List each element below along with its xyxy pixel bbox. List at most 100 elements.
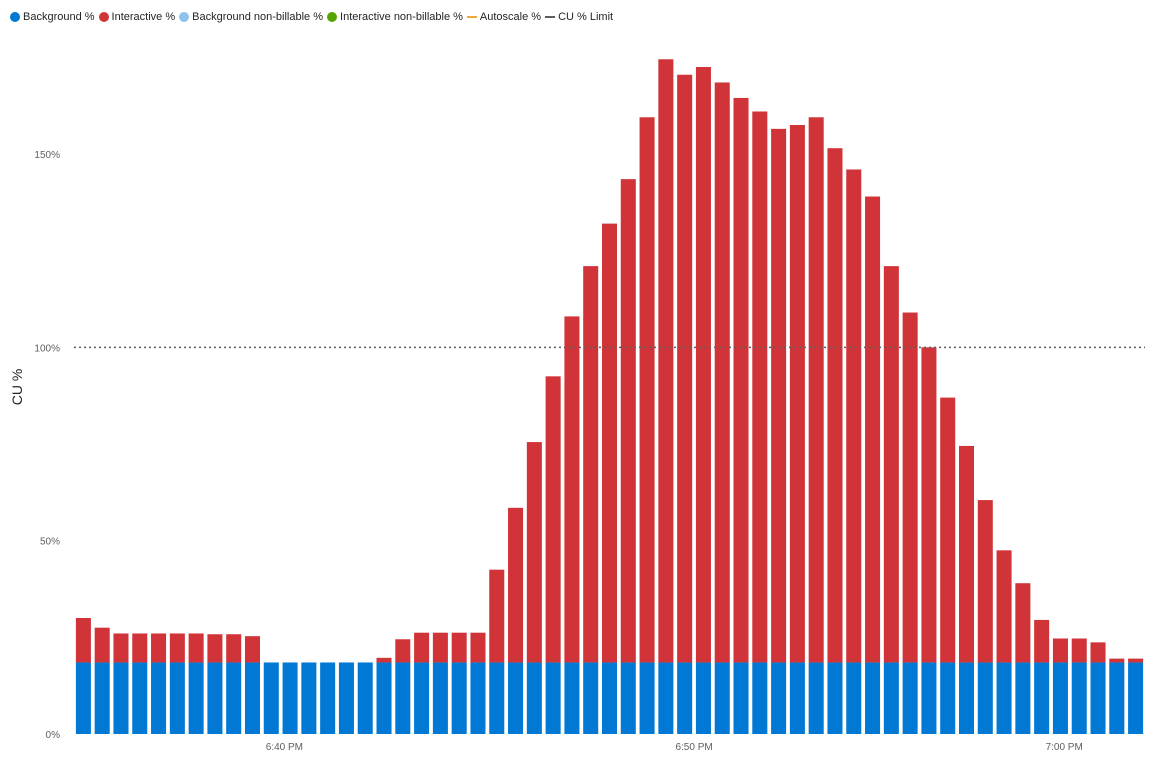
bar-interactive	[526, 442, 542, 663]
bar-background	[601, 662, 618, 734]
bar-interactive	[151, 633, 167, 663]
bar-background	[207, 662, 223, 734]
bar-interactive	[808, 117, 824, 663]
bar-interactive	[714, 82, 730, 663]
legend-item-autoscale[interactable]: Autoscale %	[466, 11, 542, 23]
bar-interactive	[1034, 619, 1050, 663]
bar-interactive	[169, 633, 185, 663]
bar-interactive	[902, 312, 918, 663]
legend-label: Autoscale %	[479, 11, 542, 23]
bar-interactive	[733, 97, 749, 663]
legend-line-icon	[545, 16, 556, 18]
bar-background	[808, 662, 824, 734]
bar-interactive	[470, 632, 486, 663]
bar-interactive	[827, 148, 843, 663]
bar-interactive	[771, 128, 787, 663]
bar-interactive	[94, 627, 110, 663]
legend-dot-icon	[10, 12, 20, 22]
bar-background	[902, 662, 918, 734]
bar-background	[545, 662, 561, 734]
legend-item-background[interactable]: Background %	[10, 11, 95, 23]
bar-background	[752, 662, 768, 734]
bar-interactive	[677, 74, 693, 663]
bar-interactive	[846, 169, 862, 663]
legend-label: Background non-billable %	[192, 11, 324, 23]
legend-line-icon	[466, 16, 477, 18]
bar-background	[996, 662, 1012, 734]
bar-interactive	[639, 117, 655, 663]
bar-background	[75, 662, 91, 734]
bar-interactive	[564, 316, 580, 663]
bar-interactive	[583, 266, 599, 663]
bar-background	[188, 662, 204, 734]
bar-background	[244, 662, 261, 734]
legend-item-interactive[interactable]: Interactive %	[98, 11, 176, 23]
bar-interactive	[865, 196, 881, 663]
bar-background	[789, 662, 805, 734]
bar-interactive	[1015, 583, 1031, 663]
bar-background	[338, 662, 354, 734]
bar-interactive	[958, 445, 975, 663]
bar-background	[263, 662, 279, 734]
bar-background	[733, 662, 749, 734]
bar-interactive	[508, 507, 524, 663]
legend-item-interactive-non-billable[interactable]: Interactive non-billable %	[327, 11, 463, 23]
y-tick-label: 150%	[34, 150, 60, 161]
bar-background	[1052, 662, 1068, 734]
bar-background	[883, 662, 899, 734]
legend-dot-icon	[179, 12, 190, 22]
bar-background	[451, 662, 467, 734]
legend-item-cu-limit[interactable]: CU % Limit	[545, 11, 613, 23]
bar-background	[827, 662, 843, 734]
bar-background	[151, 662, 167, 734]
bar-background	[695, 662, 711, 734]
bar-interactive	[451, 632, 467, 663]
bar-background	[1071, 662, 1087, 734]
bar-background	[282, 662, 298, 734]
bar-background	[846, 662, 862, 734]
y-tick-label: 100%	[34, 343, 60, 354]
bar-interactive	[226, 634, 242, 663]
legend-item-background-non-billable[interactable]: Background non-billable %	[179, 11, 323, 23]
bar-interactive	[489, 569, 505, 663]
bar-interactive	[1128, 658, 1144, 663]
bar-interactive	[658, 59, 674, 663]
bar-interactive	[921, 347, 937, 663]
bar-background	[301, 662, 317, 734]
bar-interactive	[414, 632, 430, 663]
bar-background	[226, 662, 242, 734]
legend-label: CU % Limit	[558, 11, 614, 23]
bar-interactive	[188, 633, 204, 663]
bar-background	[132, 662, 148, 734]
bar-background	[658, 662, 674, 734]
bar-interactive	[695, 67, 711, 663]
bar-interactive	[601, 223, 618, 663]
y-tick-label: 0%	[46, 730, 61, 741]
bar-background	[489, 662, 505, 734]
bar-background	[1015, 662, 1031, 734]
bar-background	[432, 662, 448, 734]
bar-interactive	[883, 266, 899, 663]
bar-interactive	[977, 500, 993, 663]
bar-interactive	[1090, 642, 1106, 663]
bar-background	[526, 662, 542, 734]
bar-background	[320, 662, 336, 734]
bar-background	[940, 662, 956, 734]
bar-interactive	[789, 125, 805, 663]
bar-interactive	[432, 632, 448, 663]
bar-background	[677, 662, 693, 734]
bar-background	[639, 662, 655, 734]
x-tick-label: 6:50 PM	[675, 742, 712, 753]
bar-interactive	[940, 397, 956, 663]
bar-interactive	[113, 633, 129, 663]
bar-interactive	[1071, 638, 1087, 663]
bar-interactive	[996, 550, 1012, 663]
y-tick-label: 50%	[40, 537, 60, 548]
bar-background	[977, 662, 993, 734]
bar-background	[395, 662, 411, 734]
legend-label: Interactive %	[111, 11, 176, 23]
chart-legend: Background % Interactive % Background no…	[10, 8, 617, 26]
bar-background	[921, 662, 937, 734]
x-tick-label: 6:40 PM	[266, 742, 303, 753]
